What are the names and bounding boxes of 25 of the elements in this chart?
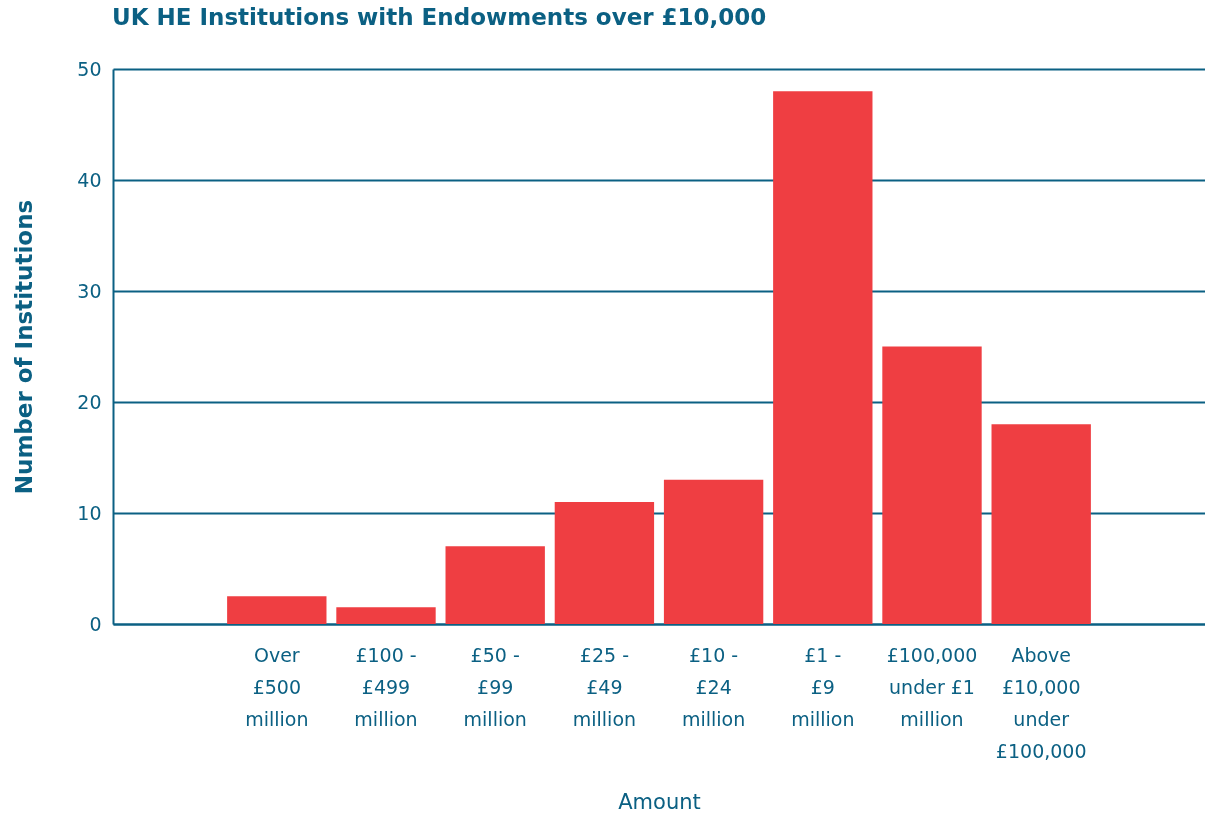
bar <box>227 596 327 624</box>
bar <box>882 346 982 624</box>
y-tick-label: 20 <box>77 390 102 413</box>
bar <box>554 501 655 624</box>
x-tick-label: £100,000 under £1 million <box>886 643 978 730</box>
bar <box>336 607 436 624</box>
y-tick-label: 10 <box>77 501 102 524</box>
y-tick-label: 0 <box>89 612 102 635</box>
x-tick-label: £10 - £24 million <box>681 643 746 730</box>
x-tick-label: £1 - £9 million <box>791 643 855 730</box>
y-axis-title: Number of Institutions <box>11 199 38 495</box>
y-tick-label: 30 <box>77 279 102 302</box>
x-tick-label: £50 - £99 million <box>463 643 527 730</box>
x-tick-label: £25 - £49 million <box>572 643 637 730</box>
x-tick-label: Over £500 million <box>245 643 309 730</box>
chart-title: UK HE Institutions with Endowments over £10,000 <box>112 4 767 30</box>
x-axis-title: Amount <box>618 789 701 814</box>
bar <box>445 546 545 624</box>
y-tick-label: 50 <box>77 57 102 80</box>
y-tick-label: 40 <box>77 168 102 191</box>
bar <box>663 479 764 624</box>
x-tick-label: £100 - £499 million <box>354 643 418 730</box>
bar <box>773 91 873 624</box>
x-tick-label: Above £10,000 under £100,000 <box>995 643 1087 762</box>
bar <box>991 424 1091 624</box>
